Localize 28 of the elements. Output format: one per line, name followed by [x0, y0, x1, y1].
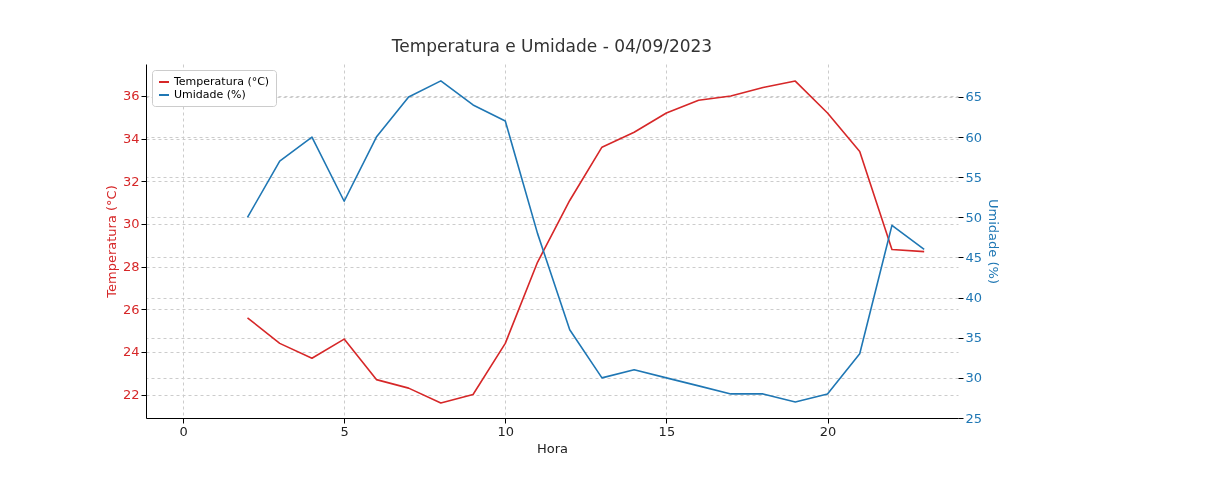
y-tick-label: 32: [122, 173, 140, 189]
x-axis-title: Hora: [536, 440, 569, 456]
x-tick-label: 10: [497, 423, 515, 439]
y-tick-label: 26: [122, 301, 140, 317]
y-tick-label: 30: [122, 216, 140, 232]
y2-tick-label: 55: [965, 169, 983, 185]
y-tick-label: 36: [122, 88, 140, 104]
y2-tick-label: 35: [965, 330, 983, 346]
x-tick-label: 0: [179, 423, 188, 439]
y2-axis-title: Umidade (%): [986, 199, 1002, 284]
y-tick-label: 34: [122, 131, 140, 147]
y2-tick-label: 40: [965, 290, 983, 306]
y2-tick-label: 65: [965, 89, 983, 105]
y-tick-label: 24: [122, 344, 140, 360]
legend-label: Umidade (%): [174, 88, 246, 101]
y2-tick-label: 25: [965, 410, 983, 426]
y2-tick-label: 60: [965, 129, 983, 145]
x-tick-label: 15: [658, 423, 676, 439]
x-tick-label: 5: [340, 423, 349, 439]
y-tick-label: 22: [122, 387, 140, 403]
y2-tick-label: 30: [965, 370, 983, 386]
y-tick-label: 28: [122, 259, 140, 275]
y2-tick-label: 45: [965, 249, 983, 265]
legend-label: Temperatura (°C): [173, 75, 270, 88]
y-axis-title: Temperatura (°C): [103, 185, 119, 299]
y2-tick-label: 50: [965, 209, 983, 225]
chart-title: Temperatura e Umidade - 04/09/2023: [390, 36, 713, 56]
x-tick-label: 20: [819, 423, 837, 439]
